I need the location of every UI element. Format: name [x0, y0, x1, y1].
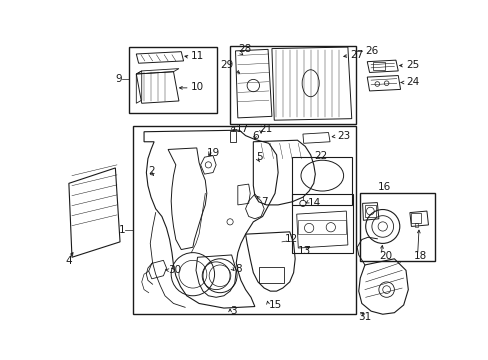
Bar: [364, 205, 375, 217]
Text: 15: 15: [268, 300, 282, 310]
Text: 8: 8: [235, 264, 242, 274]
Bar: [373, 62, 384, 70]
Bar: [230, 131, 236, 142]
Text: 28: 28: [237, 44, 250, 54]
Text: 2: 2: [148, 166, 155, 176]
Bar: [230, 45, 355, 124]
Bar: [291, 194, 352, 253]
Text: 22: 22: [314, 152, 327, 161]
Text: 23: 23: [336, 131, 349, 141]
Text: 26: 26: [364, 46, 377, 56]
Bar: [129, 47, 217, 113]
Text: 9: 9: [115, 75, 122, 84]
Text: 31: 31: [357, 311, 370, 321]
Text: 13: 13: [297, 246, 310, 256]
Text: 21: 21: [258, 125, 271, 134]
Bar: [410, 213, 420, 222]
Bar: [291, 157, 351, 205]
Bar: [359, 193, 434, 261]
Text: 11: 11: [190, 51, 203, 61]
Text: 20: 20: [378, 252, 391, 261]
Text: 30: 30: [168, 265, 181, 275]
Bar: [133, 126, 355, 314]
Text: 5: 5: [256, 152, 263, 162]
Text: 27: 27: [349, 50, 363, 60]
Text: 16: 16: [377, 182, 390, 192]
Bar: [414, 222, 417, 227]
Text: 1: 1: [119, 225, 125, 235]
Text: 19: 19: [206, 148, 220, 158]
Text: 25: 25: [405, 60, 418, 70]
Text: 14: 14: [307, 198, 320, 208]
Text: 7: 7: [261, 197, 267, 207]
Text: 3: 3: [230, 306, 236, 316]
Text: 24: 24: [405, 77, 418, 87]
Text: 17: 17: [235, 125, 248, 134]
Text: 12: 12: [284, 234, 297, 244]
Bar: [258, 266, 283, 283]
Bar: [298, 220, 346, 234]
Text: 29: 29: [220, 60, 233, 70]
Text: 10: 10: [190, 82, 203, 92]
Text: 6: 6: [252, 131, 259, 141]
Text: 18: 18: [413, 252, 426, 261]
Text: 4: 4: [66, 256, 72, 266]
